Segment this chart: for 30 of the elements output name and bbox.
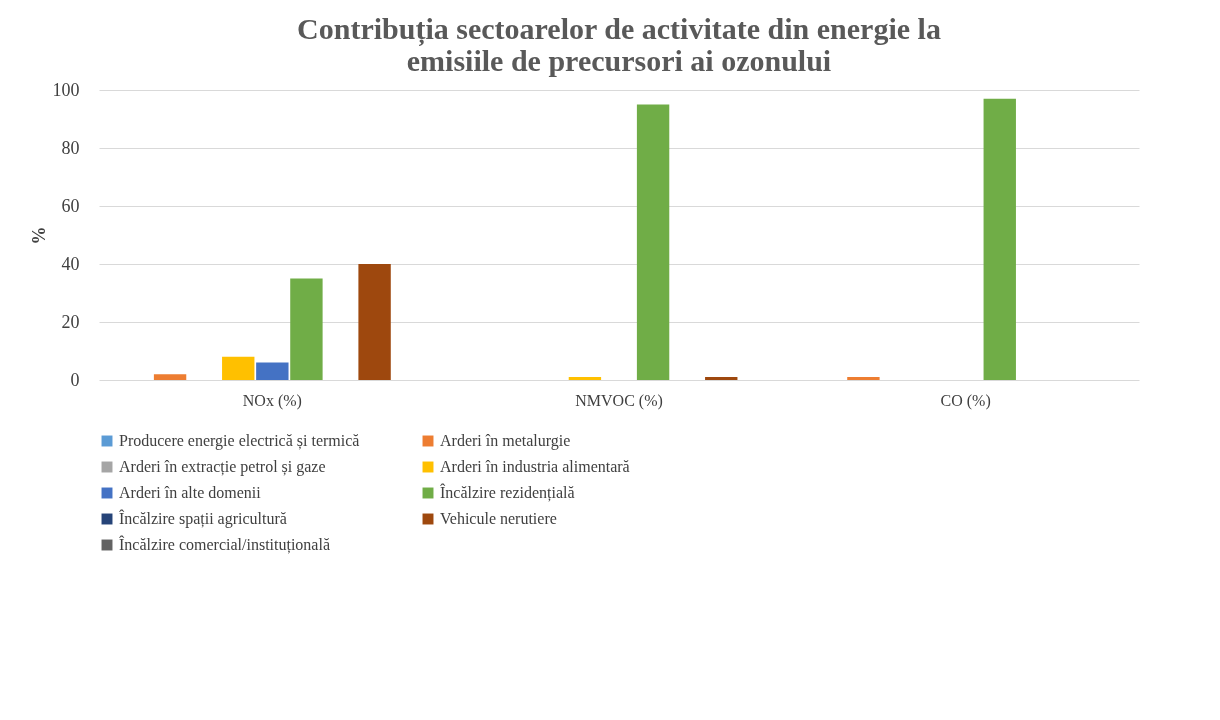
legend-label: Încălzire comercial/instituțională (119, 535, 331, 554)
y-tick-label: 40 (61, 253, 80, 274)
legend-label: Arderi în extracție petrol și gaze (119, 458, 326, 476)
bar (153, 374, 187, 380)
y-tick-label: 100 (52, 79, 80, 100)
legend-label: Încălzire spații agricultură (119, 509, 287, 528)
x-tick-label: CO (%) (940, 391, 991, 410)
bar (568, 377, 602, 380)
x-tick-label: NOx (%) (242, 391, 302, 410)
y-tick-label: 0 (70, 369, 80, 390)
legend-label: Arderi în metalurgie (440, 432, 571, 450)
legend-label: Încălzire rezidențială (440, 483, 575, 502)
bar (290, 278, 323, 380)
y-tick-label: 60 (61, 195, 80, 216)
bar (256, 362, 289, 380)
y-axis-title: % (28, 226, 49, 245)
bar (705, 377, 738, 380)
bar (983, 98, 1016, 380)
legend-label: Arderi în alte domenii (119, 484, 262, 501)
x-tick-label: NMVOC (%) (575, 391, 663, 410)
bar (358, 264, 391, 380)
y-tick-label: 20 (61, 311, 80, 332)
bar (222, 356, 255, 380)
y-tick-label: 80 (61, 137, 80, 158)
bar (847, 377, 880, 380)
legend-label: Producere energie electrică și termică (119, 432, 360, 450)
chart-title: Contribuția sectoarelor de activitate din energie la emisiile de precursori ai ozonului (297, 12, 941, 77)
legend-label: Vehicule nerutiere (440, 510, 557, 527)
legend-label: Arderi în industria alimentară (440, 458, 630, 475)
bar (636, 104, 670, 380)
